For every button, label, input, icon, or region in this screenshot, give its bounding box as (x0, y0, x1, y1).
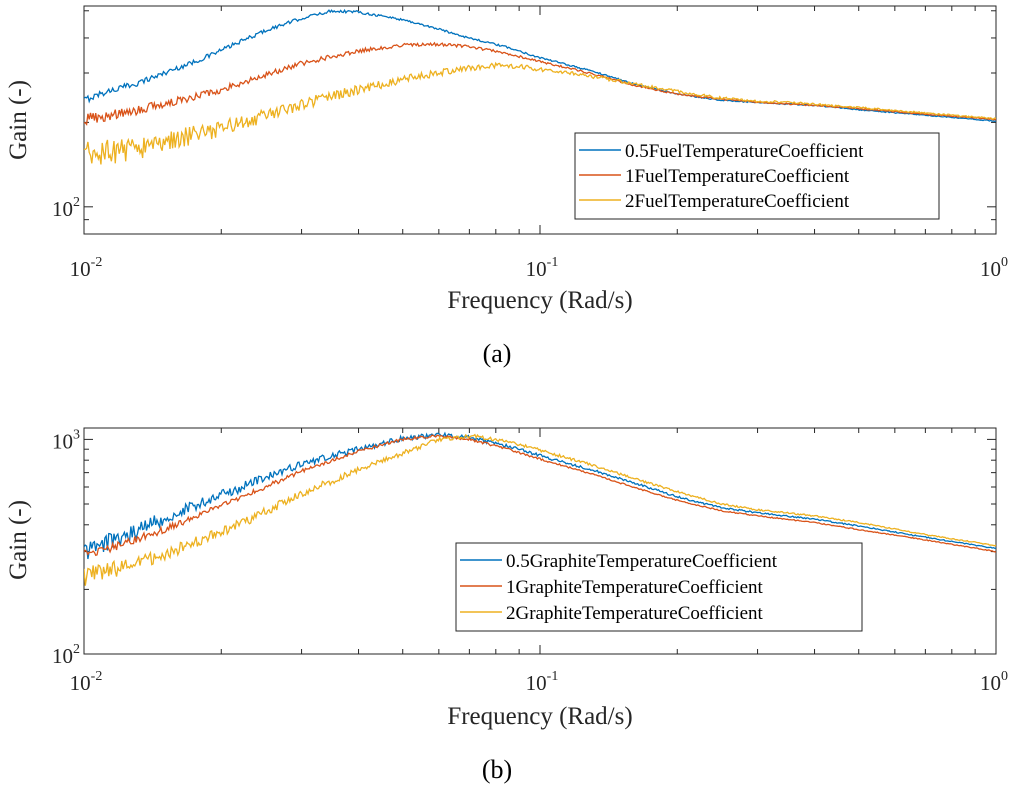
series-line-2 (84, 41, 996, 126)
x-tick-label: 100 (980, 669, 1008, 695)
x-tick-label: 10-2 (70, 255, 103, 281)
tick-base: 10 (980, 257, 1001, 281)
legend: 0.5FuelTemperatureCoefficient 1FuelTemper… (574, 132, 940, 220)
tick-exponent: 0 (1001, 669, 1008, 684)
panel-label: (b) (482, 755, 512, 784)
tick-base: 10 (70, 257, 91, 281)
legend-box (455, 542, 863, 632)
x-axis-label: Frequency (Rad/s) (447, 287, 632, 314)
series-line-1 (84, 431, 996, 560)
tick-exponent: -2 (91, 669, 103, 684)
series-line-2 (84, 434, 996, 557)
series-line-3 (84, 61, 996, 165)
legend-entry: 1GraphiteTemperatureCoefficient (506, 577, 764, 598)
tick-exponent: 2 (73, 642, 80, 657)
x-tick-label: 100 (980, 255, 1008, 281)
series-line-1 (84, 8, 996, 123)
panel-label: (a) (483, 339, 512, 368)
tick-exponent: 3 (73, 427, 80, 442)
y-axis-label: Gain (-) (5, 80, 32, 160)
tick-exponent: -2 (91, 255, 103, 270)
legend: 0.5GraphiteTemperatureCoefficient 1Graphi… (455, 542, 863, 632)
x-axis-label: Frequency (Rad/s) (447, 703, 632, 730)
series-group (84, 8, 996, 165)
tick-base: 10 (70, 671, 91, 695)
tick-base: 10 (52, 197, 73, 221)
tick-base: 10 (52, 429, 73, 453)
x-tick-label: 10-2 (70, 669, 103, 695)
series-group (84, 431, 996, 586)
y-axis-label: Gain (-) (5, 500, 32, 580)
y-tick-label: 102 (52, 195, 80, 221)
tick-base: 10 (980, 671, 1001, 695)
legend-box (574, 132, 940, 220)
x-tick-label: 10-1 (526, 669, 559, 695)
tick-base: 10 (52, 644, 73, 668)
y-tick-label: 102 (52, 642, 80, 668)
series-line-3 (84, 433, 996, 586)
tick-exponent: 0 (1001, 255, 1008, 270)
legend-entry: 0.5FuelTemperatureCoefficient (625, 141, 864, 162)
legend-entry: 2GraphiteTemperatureCoefficient (506, 603, 764, 624)
tick-base: 10 (526, 257, 547, 281)
legend-entry: 0.5GraphiteTemperatureCoefficient (506, 551, 778, 572)
x-tick-label: 10-1 (526, 255, 559, 281)
tick-exponent: -1 (547, 669, 559, 684)
legend-entry: 2FuelTemperatureCoefficient (625, 191, 850, 212)
tick-base: 10 (526, 671, 547, 695)
tick-exponent: -1 (547, 255, 559, 270)
legend-entry: 1FuelTemperatureCoefficient (625, 166, 850, 187)
y-tick-label: 103 (52, 427, 80, 453)
tick-exponent: 2 (73, 195, 80, 210)
